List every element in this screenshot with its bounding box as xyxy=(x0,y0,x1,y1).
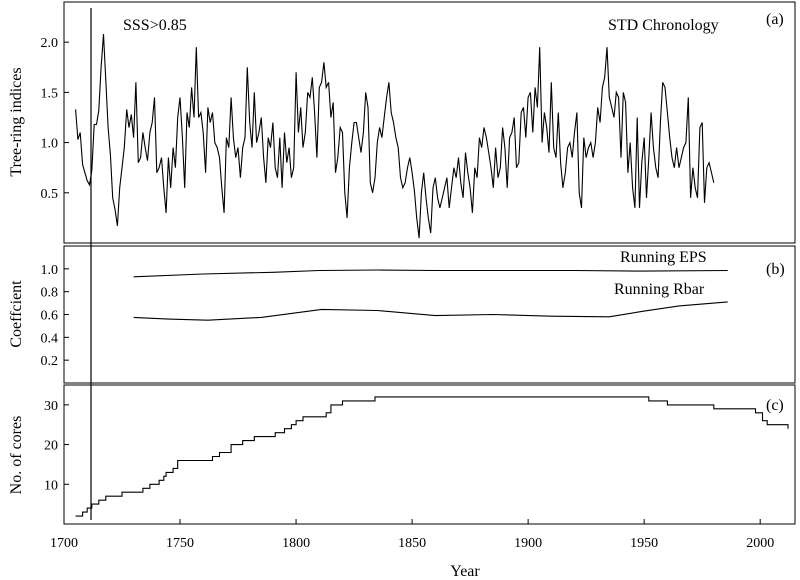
y-tick-label-a-1: 1.0 xyxy=(41,137,59,152)
core-count-line xyxy=(75,396,789,517)
std-chronology-annotation: STD Chronology xyxy=(608,17,719,34)
y-tick-label-b-1: 0.4 xyxy=(41,331,59,346)
panel-a-label: (a) xyxy=(766,11,784,28)
x-tick-label-2: 1800 xyxy=(282,536,310,551)
y-tick-label-a-0: 0.5 xyxy=(41,187,59,202)
x-axis-label: Year xyxy=(450,563,480,580)
y-tick-label-c-1: 20 xyxy=(44,439,58,454)
y-axis-label-b: Coeffcient xyxy=(8,280,25,348)
panel-c-label: (c) xyxy=(766,397,784,414)
panel-a-frame xyxy=(63,1,796,244)
x-tick-label-4: 1900 xyxy=(514,536,542,551)
x-tick-label-1: 1750 xyxy=(166,536,194,551)
running-rbar-line xyxy=(133,301,728,321)
panel-c-frame xyxy=(63,384,796,525)
y-tick-label-a-2: 1.5 xyxy=(41,86,59,101)
y-tick-label-b-4: 1.0 xyxy=(41,263,59,278)
running-eps-label: Running EPS xyxy=(620,249,707,266)
y-axis-label-c: No. of cores xyxy=(8,416,25,495)
running-eps-line xyxy=(133,269,728,278)
panel-b-frame xyxy=(63,245,796,384)
x-tick-label-0: 1700 xyxy=(50,536,78,551)
running-rbar-label: Running Rbar xyxy=(614,281,705,298)
y-tick-label-b-2: 0.6 xyxy=(41,309,59,324)
y-tick-label-b-0: 0.2 xyxy=(41,354,59,369)
x-tick-label-5: 1950 xyxy=(630,536,658,551)
x-tick-label-3: 1850 xyxy=(398,536,426,551)
y-tick-label-b-3: 0.8 xyxy=(41,286,59,301)
y-tick-label-c-0: 10 xyxy=(44,478,58,493)
y-axis-label-a: Tree-ring indices xyxy=(8,67,25,176)
std-chronology-line xyxy=(75,34,715,239)
y-tick-label-c-2: 30 xyxy=(44,399,58,414)
sss-annotation: SSS>0.85 xyxy=(123,17,187,34)
y-tick-label-a-3: 2.0 xyxy=(41,36,59,51)
x-tick-label-6: 2000 xyxy=(746,536,774,551)
panel-b-label: (b) xyxy=(766,261,785,278)
